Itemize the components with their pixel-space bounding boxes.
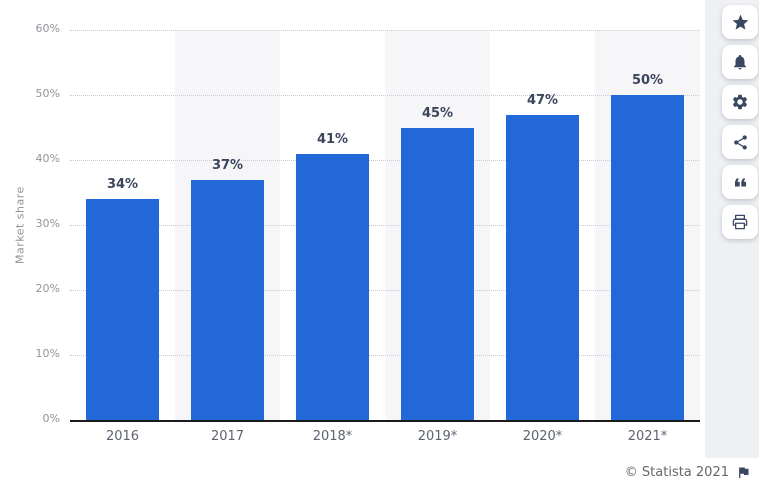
gridline bbox=[70, 95, 700, 96]
gear-icon bbox=[731, 93, 749, 111]
notifications-button[interactable] bbox=[722, 45, 758, 79]
gridline bbox=[70, 30, 700, 31]
gridline bbox=[70, 355, 700, 356]
quote-icon bbox=[731, 173, 750, 192]
citation-button[interactable] bbox=[722, 165, 758, 199]
bar[interactable] bbox=[296, 153, 369, 420]
favorite-button[interactable] bbox=[722, 5, 758, 39]
bar-value-label: 45% bbox=[421, 105, 454, 121]
y-tick-label: 50% bbox=[35, 87, 60, 100]
gridline bbox=[70, 160, 700, 161]
bar[interactable] bbox=[191, 179, 264, 420]
flag-icon[interactable] bbox=[736, 465, 751, 480]
x-tick-label: 2018* bbox=[312, 429, 353, 444]
x-tick-label: 2020* bbox=[522, 429, 563, 444]
y-tick-label: 40% bbox=[35, 152, 60, 165]
print-button[interactable] bbox=[722, 205, 758, 239]
y-tick-label: 30% bbox=[35, 217, 60, 230]
gridline bbox=[70, 290, 700, 291]
y-tick-label: 10% bbox=[35, 347, 60, 360]
bar-value-label: 34% bbox=[106, 177, 139, 192]
footer: © Statista 2021 bbox=[625, 465, 751, 480]
bar-value-label: 47% bbox=[526, 92, 559, 108]
y-tick-label: 60% bbox=[35, 22, 60, 35]
bar[interactable] bbox=[611, 95, 684, 420]
bar[interactable] bbox=[401, 127, 474, 420]
bar[interactable] bbox=[86, 199, 159, 420]
gridline bbox=[70, 225, 700, 226]
settings-button[interactable] bbox=[722, 85, 758, 119]
star-icon bbox=[731, 13, 750, 32]
bar-value-label: 37% bbox=[211, 157, 244, 173]
x-tick-label: 2019* bbox=[417, 429, 458, 444]
x-tick-label: 2017 bbox=[210, 429, 245, 444]
share-icon bbox=[732, 134, 749, 151]
x-tick-label: 2021* bbox=[627, 429, 668, 444]
toolbar-sidebar bbox=[705, 0, 759, 458]
x-tick-label: 2016 bbox=[105, 429, 140, 444]
bar-value-label: 41% bbox=[316, 131, 349, 147]
printer-icon bbox=[731, 213, 749, 231]
plot-area: 34% 37% 41% 45% 47% 50% bbox=[70, 30, 700, 422]
share-button[interactable] bbox=[722, 125, 758, 159]
bell-icon bbox=[731, 53, 749, 71]
y-tick-label: 0% bbox=[42, 412, 60, 425]
y-tick-label: 20% bbox=[35, 282, 60, 295]
copyright-text: © Statista 2021 bbox=[624, 465, 729, 480]
bar-value-label: 50% bbox=[631, 73, 664, 88]
bar[interactable] bbox=[506, 114, 579, 420]
